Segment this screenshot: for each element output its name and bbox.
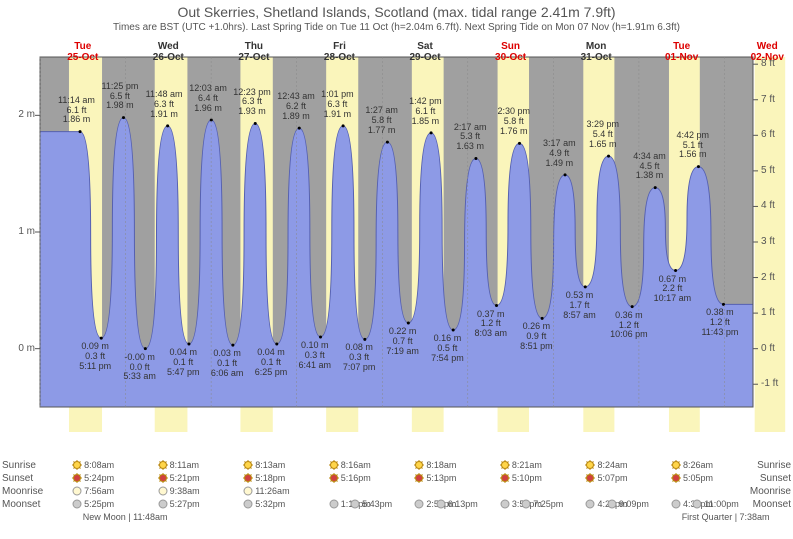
legend-moon-extra: 6:13pm	[436, 499, 478, 509]
date-header: Tue01-Nov	[652, 41, 712, 63]
legend-moon-extra: 9:09pm	[607, 499, 649, 509]
legend-sunset-item: 5:05pm	[671, 473, 713, 483]
tide-label: 4:34 am4.5 ft1.38 m	[633, 152, 666, 182]
legend-sunrise-item: 8:24am	[585, 460, 627, 470]
first-quarter-label: First Quarter | 7:38am	[682, 512, 770, 522]
legend-sunrise-item: 8:11am	[158, 460, 199, 470]
tide-label: 1:42 pm6.1 ft1.85 m	[409, 97, 442, 127]
legend-moon-extra: 7:25pm	[521, 499, 563, 509]
legend-sunrise-item: 8:26am	[671, 460, 713, 470]
legend-sunset-label: Sunset	[2, 473, 33, 484]
tide-label: 0.16 m0.5 ft7:54 pm	[431, 334, 464, 364]
legend-sunrise-item: 8:16am	[329, 460, 371, 470]
y-right-tick: 6 ft	[761, 129, 791, 140]
legend-sunrise-label: Sunrise	[2, 460, 36, 471]
y-right-tick: 5 ft	[761, 165, 791, 176]
legend-sunrise-item: 8:21am	[500, 460, 542, 470]
legend-moonset-label-r: Moonset	[753, 499, 791, 510]
tide-label: 0.10 m0.3 ft6:41 am	[298, 341, 331, 371]
y-left-tick: 0 m	[5, 343, 35, 354]
tide-label: 0.38 m1.2 ft11:43 pm	[701, 308, 738, 338]
tide-label: 0.04 m0.1 ft5:47 pm	[167, 348, 200, 378]
tide-label: 0.26 m0.9 ft8:51 pm	[520, 322, 553, 352]
date-header: Tue25-Oct	[53, 41, 113, 63]
y-right-tick: 1 ft	[761, 307, 791, 318]
tide-label: 0.53 m1.7 ft8:57 am	[563, 291, 596, 321]
chart-title: Out Skerries, Shetland Islands, Scotland…	[0, 0, 793, 22]
tide-label: 2:30 pm5.8 ft1.76 m	[497, 107, 530, 137]
legend-sunset-item: 5:16pm	[329, 473, 371, 483]
tide-label: 1:27 am5.8 ft1.77 m	[365, 106, 398, 136]
legend-moonrise-item: 9:38am	[158, 486, 200, 496]
tide-label: 0.22 m0.7 ft7:19 am	[386, 327, 419, 357]
legend-sunset-item: 5:24pm	[72, 473, 114, 483]
legend-moonrise-label: Moonrise	[2, 486, 43, 497]
legend-moonset-item: 5:25pm	[72, 499, 114, 509]
chart-area: 0 m 1 m 2 m -1 ft 0 ft 1 ft 2 ft 3 ft 4 ft 5 ft 6 …	[0, 37, 793, 457]
date-header: Sat29-Oct	[395, 41, 455, 63]
tide-label: 2:17 am5.3 ft1.63 m	[454, 123, 487, 153]
legend-sunrise-item: 8:13am	[243, 460, 285, 470]
legend-moon-extra: 11:00pm	[692, 499, 738, 509]
tide-label: 0.36 m1.2 ft10:06 pm	[610, 311, 648, 341]
date-header: Wed26-Oct	[138, 41, 198, 63]
y-right-tick: 2 ft	[761, 272, 791, 283]
date-header: Wed02-Nov	[737, 41, 793, 63]
y-right-tick: 7 ft	[761, 94, 791, 105]
y-left-tick: 1 m	[5, 226, 35, 237]
tide-label: 11:25 pm6.5 ft1.98 m	[101, 82, 138, 112]
tide-label: 12:23 pm6.3 ft1.93 m	[233, 88, 271, 118]
date-header: Mon31-Oct	[566, 41, 626, 63]
tide-label: 3:29 pm5.4 ft1.65 m	[587, 120, 620, 150]
legend-moonrise-item: 7:56am	[72, 486, 114, 496]
legend-sunrise-item: 8:18am	[414, 460, 456, 470]
tide-label: 4:42 pm5.1 ft1.56 m	[676, 131, 709, 161]
legend-sunrise-item: 8:08am	[72, 460, 114, 470]
tide-label: 0.03 m0.1 ft6:06 am	[211, 349, 244, 379]
y-right-tick: -1 ft	[761, 378, 791, 389]
tide-label: 11:48 am6.3 ft1.91 m	[146, 90, 183, 120]
legend-sunset-item: 5:18pm	[243, 473, 285, 483]
tide-label: 3:17 am4.9 ft1.49 m	[543, 139, 576, 169]
tide-label: -0.00 m0.0 ft5:33 am	[123, 353, 156, 383]
tide-label: 11:14 am6.1 ft1.86 m	[58, 96, 95, 126]
legend-moonset-item: 5:32pm	[243, 499, 285, 509]
chart-subtitle: Times are BST (UTC +1.0hrs). Last Spring…	[0, 22, 793, 37]
tide-label: 0.37 m1.2 ft8:03 am	[474, 310, 507, 340]
y-right-tick: 4 ft	[761, 200, 791, 211]
legend-sunrise-label-r: Sunrise	[757, 460, 791, 471]
y-right-tick: 3 ft	[761, 236, 791, 247]
tide-label: 0.04 m0.1 ft6:25 pm	[255, 348, 288, 378]
legend-moonrise-item: 11:26am	[243, 486, 289, 496]
legend-sunset-label-r: Sunset	[760, 473, 791, 484]
legend-sunset-item: 5:21pm	[158, 473, 200, 483]
tide-label: 0.67 m2.2 ft10:17 am	[654, 275, 692, 305]
date-header: Sun30-Oct	[481, 41, 541, 63]
legend-moonset-item: 5:27pm	[158, 499, 200, 509]
legend-moon-extra: 5:43pm	[350, 499, 392, 509]
date-header: Fri28-Oct	[309, 41, 369, 63]
new-moon-label: New Moon | 11:48am	[83, 512, 168, 522]
legend-sunset-item: 5:13pm	[414, 473, 456, 483]
tide-label: 1:01 pm6.3 ft1.91 m	[321, 90, 354, 120]
legend-moonrise-label-r: Moonrise	[750, 486, 791, 497]
date-header: Thu27-Oct	[224, 41, 284, 63]
tide-label: 12:03 am6.4 ft1.96 m	[189, 84, 227, 114]
legend-sunset-item: 5:10pm	[500, 473, 542, 483]
y-right-tick: 0 ft	[761, 343, 791, 354]
y-left-tick: 2 m	[5, 109, 35, 120]
tide-label: 0.09 m0.3 ft5:11 pm	[79, 342, 111, 372]
tide-label: 12:43 am6.2 ft1.89 m	[277, 92, 315, 122]
legend-moonset-label: Moonset	[2, 499, 40, 510]
legend-sunset-item: 5:07pm	[585, 473, 627, 483]
tide-label: 0.08 m0.3 ft7:07 pm	[343, 343, 376, 373]
